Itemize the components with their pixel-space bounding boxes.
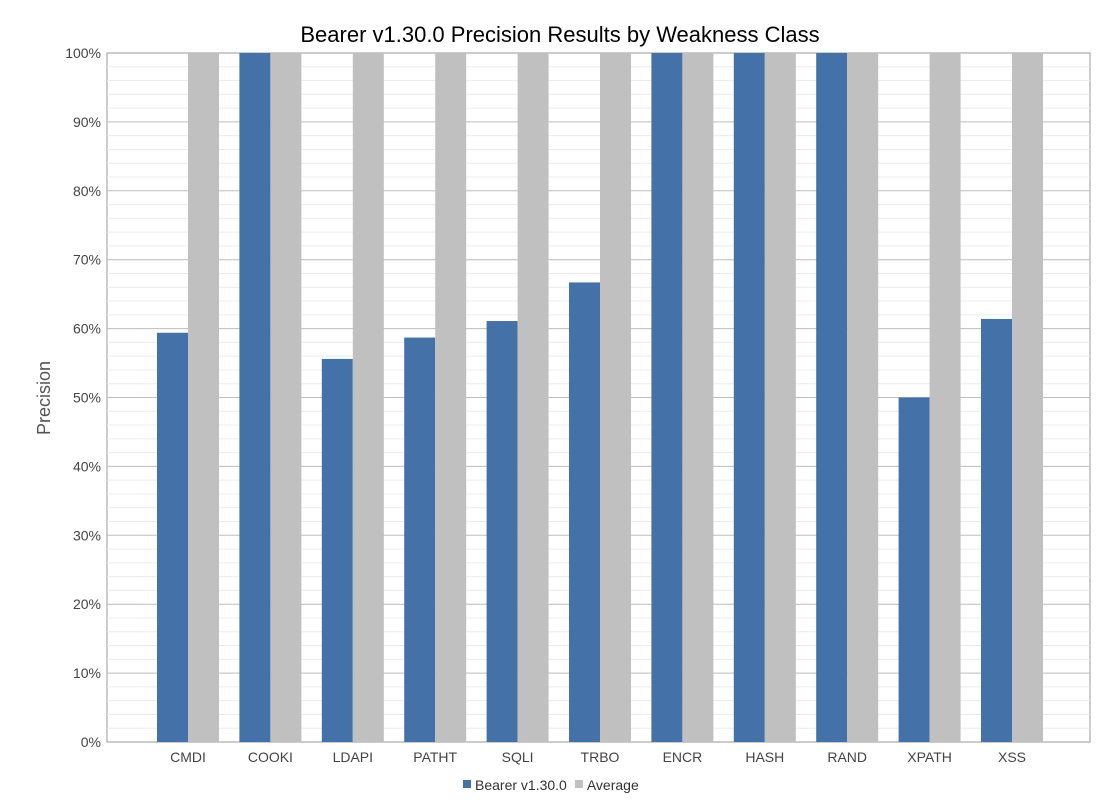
y-tick-label: 20% bbox=[73, 596, 101, 612]
legend-swatch bbox=[574, 780, 583, 788]
bar-average-sqli bbox=[517, 53, 549, 742]
y-tick-label: 70% bbox=[73, 252, 101, 268]
bar-bearer-v1-30-0-hash bbox=[733, 53, 765, 742]
bar-bearer-v1-30-0-cmdi bbox=[157, 332, 188, 742]
y-tick-label: 90% bbox=[73, 114, 101, 130]
x-tick-label: PATHT bbox=[413, 749, 457, 765]
bar-average-cmdi bbox=[188, 53, 219, 742]
legend-label: Bearer v1.30.0 bbox=[475, 777, 567, 793]
y-tick-label: 50% bbox=[73, 390, 101, 406]
bar-bearer-v1-30-0-encr bbox=[651, 53, 683, 742]
bar-average-rand bbox=[847, 53, 879, 742]
bar-bearer-v1-30-0-xpath bbox=[898, 397, 930, 742]
bar-average-cooki bbox=[270, 53, 302, 742]
x-tick-label: TRBO bbox=[581, 749, 620, 765]
y-tick-label: 0% bbox=[81, 734, 101, 750]
bar-average-ldapi bbox=[352, 53, 384, 742]
legend-label: Average bbox=[587, 777, 639, 793]
bar-bearer-v1-30-0-patht bbox=[404, 337, 436, 742]
x-tick-label: XSS bbox=[998, 749, 1026, 765]
x-tick-label: ENCR bbox=[663, 749, 703, 765]
y-axis-label: Precision bbox=[34, 361, 54, 435]
bar-average-xpath bbox=[929, 53, 961, 742]
bar-average-patht bbox=[435, 53, 467, 742]
bar-bearer-v1-30-0-ldapi bbox=[321, 358, 353, 742]
x-tick-label: RAND bbox=[827, 749, 867, 765]
bar-bearer-v1-30-0-trbo bbox=[569, 282, 600, 742]
bar-average-xss bbox=[1012, 53, 1043, 742]
bar-bearer-v1-30-0-rand bbox=[816, 53, 848, 742]
bar-bearer-v1-30-0-xss bbox=[981, 318, 1012, 742]
x-tick-label: COOKI bbox=[248, 749, 293, 765]
y-tick-label: 100% bbox=[65, 45, 101, 61]
x-tick-label: XPATH bbox=[907, 749, 952, 765]
x-axis-ticks: CMDI COOKI LDAPI PATHT SQLI TRBO ENCR HASH RAND X… bbox=[170, 749, 1026, 765]
y-tick-label: 80% bbox=[73, 183, 101, 199]
y-tick-label: 40% bbox=[73, 458, 101, 474]
x-tick-label: LDAPI bbox=[333, 749, 373, 765]
bar-bearer-v1-30-0-cooki bbox=[239, 53, 271, 742]
bar-bearer-v1-30-0-sqli bbox=[486, 321, 518, 742]
bar-average-encr bbox=[682, 53, 714, 742]
chart-title: Bearer v1.30.0 Precision Results by Weak… bbox=[300, 22, 819, 47]
x-tick-label: SQLI bbox=[502, 749, 534, 765]
x-tick-label: HASH bbox=[745, 749, 784, 765]
y-tick-label: 60% bbox=[73, 321, 101, 337]
legend: Bearer v1.30.0 Average bbox=[463, 777, 639, 793]
legend-swatch bbox=[463, 780, 471, 788]
x-tick-label: CMDI bbox=[170, 749, 206, 765]
y-tick-label: 30% bbox=[73, 527, 101, 543]
y-axis-ticks: 0% 10% 20% 30% 40% 50% 60% 70% 80% 90% 100% bbox=[65, 45, 101, 750]
bars bbox=[157, 53, 1043, 742]
bar-average-hash bbox=[764, 53, 796, 742]
bar-average-trbo bbox=[600, 53, 631, 742]
y-tick-label: 10% bbox=[73, 665, 101, 681]
